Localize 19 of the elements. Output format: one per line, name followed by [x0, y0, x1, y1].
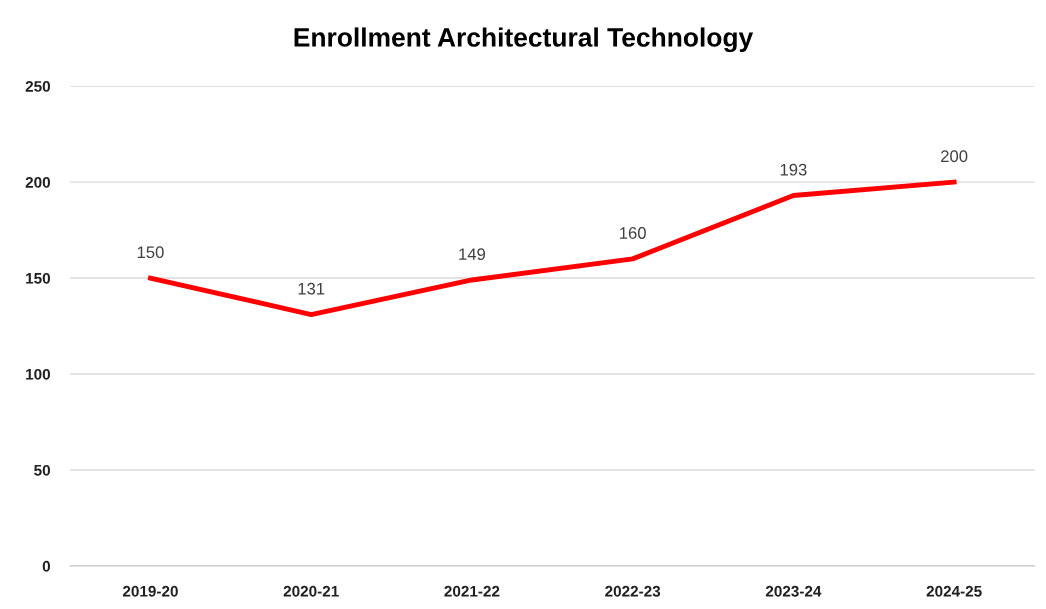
y-tick-label: 100 [26, 368, 51, 380]
y-tick-label: 250 [25, 80, 51, 92]
y-tick-label: 150 [26, 272, 51, 284]
x-tick-label: 2022-23 [605, 585, 661, 597]
y-tick-label: 200 [25, 176, 51, 188]
data-label: 193 [780, 163, 807, 176]
x-tick-label: 2024-25 [926, 585, 982, 597]
data-label: 160 [620, 227, 646, 239]
x-tick-label: 2023-24 [765, 585, 822, 597]
data-label: 131 [298, 282, 325, 295]
data-label: 200 [941, 150, 968, 163]
data-label: 150 [137, 246, 164, 259]
x-tick-label: 2021-22 [444, 585, 500, 597]
data-label: 149 [459, 248, 486, 261]
y-tick-label: 0 [42, 560, 51, 572]
x-tick-label: 2019-20 [122, 585, 178, 597]
chart-title: Enrollment Architectural Technology [294, 27, 754, 53]
y-tick-label: 50 [34, 464, 51, 476]
x-tick-label: 2020-21 [283, 585, 339, 597]
